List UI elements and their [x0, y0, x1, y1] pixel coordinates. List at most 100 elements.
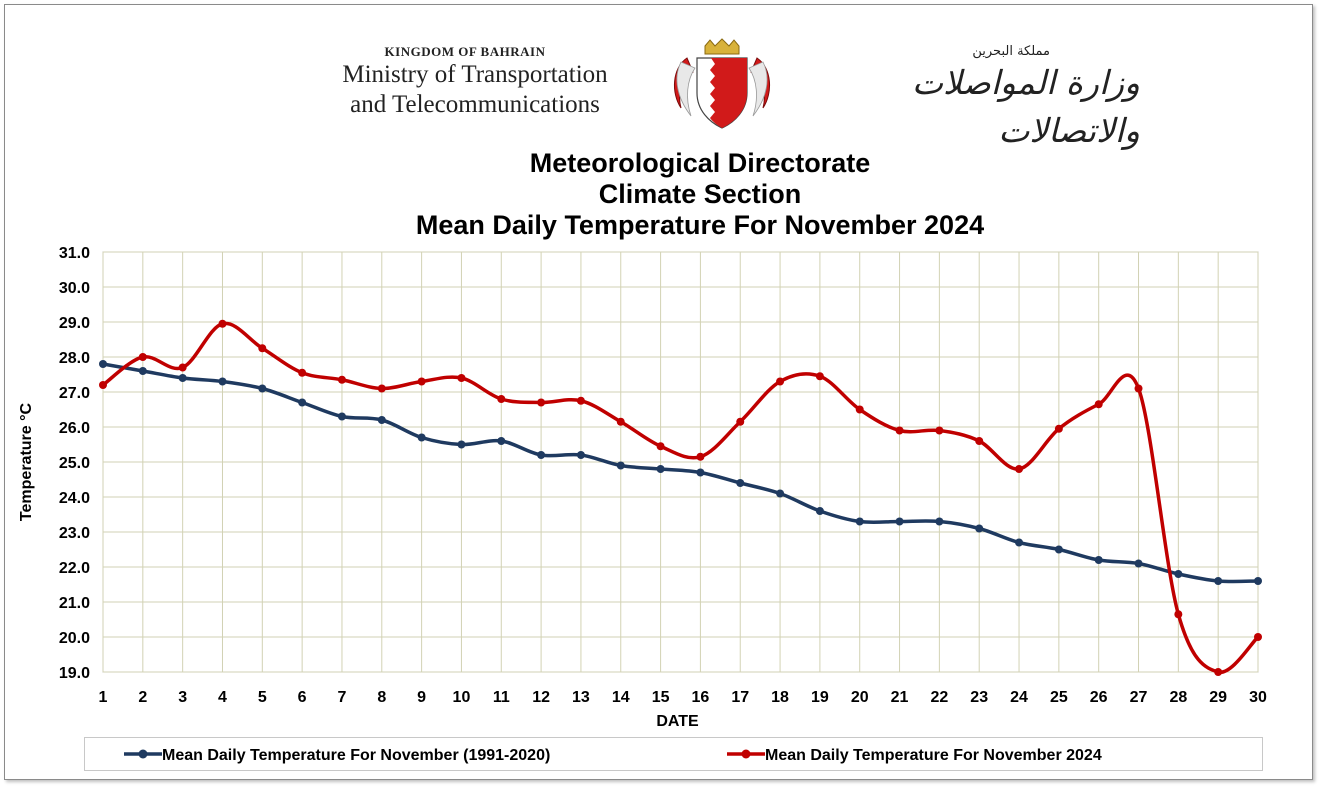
x-tick-label: 28 [1169, 689, 1187, 706]
series-normal-1991-2020-point [935, 517, 944, 526]
x-tick-label: 5 [258, 689, 267, 706]
x-tick-label: 18 [771, 689, 789, 706]
series-2024-point [1254, 633, 1262, 641]
series-2024-point [457, 374, 466, 382]
x-tick-label: 16 [692, 689, 710, 706]
x-tick-label: 24 [1010, 689, 1028, 706]
series-2024-point [1054, 424, 1063, 433]
series-normal-1991-2020-point [258, 384, 267, 393]
series-2024-point [258, 344, 267, 353]
x-tick-label: 10 [453, 689, 471, 706]
series-2024-point [656, 442, 665, 451]
kingdom-label-arabic: مملكة البحرين [972, 44, 1050, 59]
y-tick-label: 22.0 [59, 560, 90, 577]
series-normal-1991-2020-point [975, 524, 984, 533]
y-axis-label: Temperature °C [18, 402, 35, 521]
y-tick-label: 24.0 [59, 490, 90, 507]
x-tick-label: 26 [1090, 689, 1108, 706]
series-normal-1991-2020-point [497, 437, 506, 445]
series-normal-1991-2020-point [776, 489, 785, 498]
series-2024-point [855, 405, 864, 414]
series-normal-1991-2020-point [1134, 559, 1143, 568]
series-2024-point [1015, 465, 1024, 473]
legend-label-series-normal-1991-2020: Mean Daily Temperature For November (199… [162, 747, 550, 764]
series-normal-1991-2020-point [656, 465, 665, 473]
series-normal-1991-2020-point [736, 479, 745, 487]
series-2024-point [497, 395, 506, 403]
series-normal-1991-2020-point [377, 416, 386, 424]
series-normal-1991-2020-point [696, 468, 705, 477]
chart-title-line-1: Meteorological Directorate [529, 148, 871, 178]
x-tick-label: 14 [612, 689, 630, 706]
ministry-name-arabic: مملكة البحرين وزارة المواصلات والاتصالات [785, 44, 1140, 155]
series-2024-point [1134, 384, 1143, 393]
series-normal-1991-2020-point [1054, 545, 1063, 554]
series-normal-1991-2020-point [1214, 577, 1223, 585]
series-2024-point [815, 372, 824, 381]
series-2024-point [576, 396, 585, 405]
x-tick-label: 27 [1130, 689, 1148, 706]
chart-title-line-2: Climate Section [598, 179, 802, 209]
chart-title-block: Meteorological Directorate Climate Secti… [300, 148, 1100, 241]
series-2024-point [616, 417, 625, 426]
x-tick-label: 6 [298, 689, 307, 706]
x-tick-label: 7 [338, 689, 347, 706]
x-tick-label: 17 [731, 689, 749, 706]
x-tick-label: 9 [417, 689, 426, 706]
series-normal-1991-2020-point [457, 440, 466, 449]
y-tick-label: 28.0 [59, 350, 90, 367]
series-normal-1991-2020-point [815, 507, 824, 515]
series-2024-point [417, 377, 426, 386]
series-2024-point [736, 417, 745, 426]
y-tick-label: 29.0 [59, 315, 90, 332]
series-2024-point [178, 363, 187, 372]
series-normal-1991-2020-point [337, 412, 346, 421]
series-normal-1991-2020-point [178, 374, 187, 382]
series-normal-1991-2020-point [1015, 538, 1024, 547]
series-2024-point [975, 437, 984, 445]
y-tick-label: 25.0 [59, 455, 90, 472]
series-normal-1991-2020-point [1174, 570, 1183, 578]
series-normal-1991-2020-point [99, 360, 107, 368]
series-normal-1991-2020-point [537, 451, 546, 459]
series-2024-point [1214, 668, 1223, 676]
series-2024-point [377, 384, 386, 393]
y-tick-label: 30.0 [59, 280, 90, 297]
x-tick-label: 2 [138, 689, 147, 706]
x-tick-label: 25 [1050, 689, 1068, 706]
x-tick-label: 12 [532, 689, 550, 706]
x-tick-label: 15 [652, 689, 670, 706]
series-2024-point [138, 353, 147, 361]
legend-box [84, 737, 1263, 771]
series-normal-1991-2020-point [218, 377, 227, 386]
legend-label-series-2024: Mean Daily Temperature For November 2024 [765, 747, 1102, 764]
series-normal-1991-2020-point [616, 461, 625, 470]
kingdom-label: KINGDOM OF BAHRAIN [384, 44, 546, 59]
x-tick-label: 8 [377, 689, 386, 706]
ministry-line-1: Ministry of Transportation [342, 61, 608, 88]
series-2024-point [537, 398, 546, 407]
y-tick-label: 27.0 [59, 385, 90, 402]
ministry-name-arabic-text: وزارة المواصلات والاتصالات [911, 63, 1140, 150]
series-normal-1991-2020-point [298, 398, 307, 407]
y-tick-label: 26.0 [59, 420, 90, 437]
x-tick-label: 4 [218, 689, 227, 706]
x-tick-label: 20 [851, 689, 869, 706]
legend-marker-series-2024 [741, 749, 751, 759]
y-tick-label: 20.0 [59, 630, 90, 647]
series-2024-point [337, 375, 346, 384]
chart-title-line-3: Mean Daily Temperature For November 2024 [415, 210, 985, 240]
x-tick-label: 11 [493, 689, 510, 706]
series-2024-point [298, 368, 307, 377]
y-tick-label: 19.0 [59, 665, 90, 682]
series-2024-point [776, 377, 785, 386]
series-normal-1991-2020-point [855, 517, 864, 526]
x-tick-label: 30 [1249, 689, 1267, 706]
x-tick-label: 29 [1209, 689, 1227, 706]
y-tick-label: 21.0 [59, 595, 90, 612]
series-normal-1991-2020-point [895, 517, 904, 526]
series-normal-1991-2020-point [576, 451, 585, 459]
series-2024-point [935, 426, 944, 435]
series-2024-point [696, 452, 705, 461]
y-tick-label: 31.0 [59, 245, 90, 262]
